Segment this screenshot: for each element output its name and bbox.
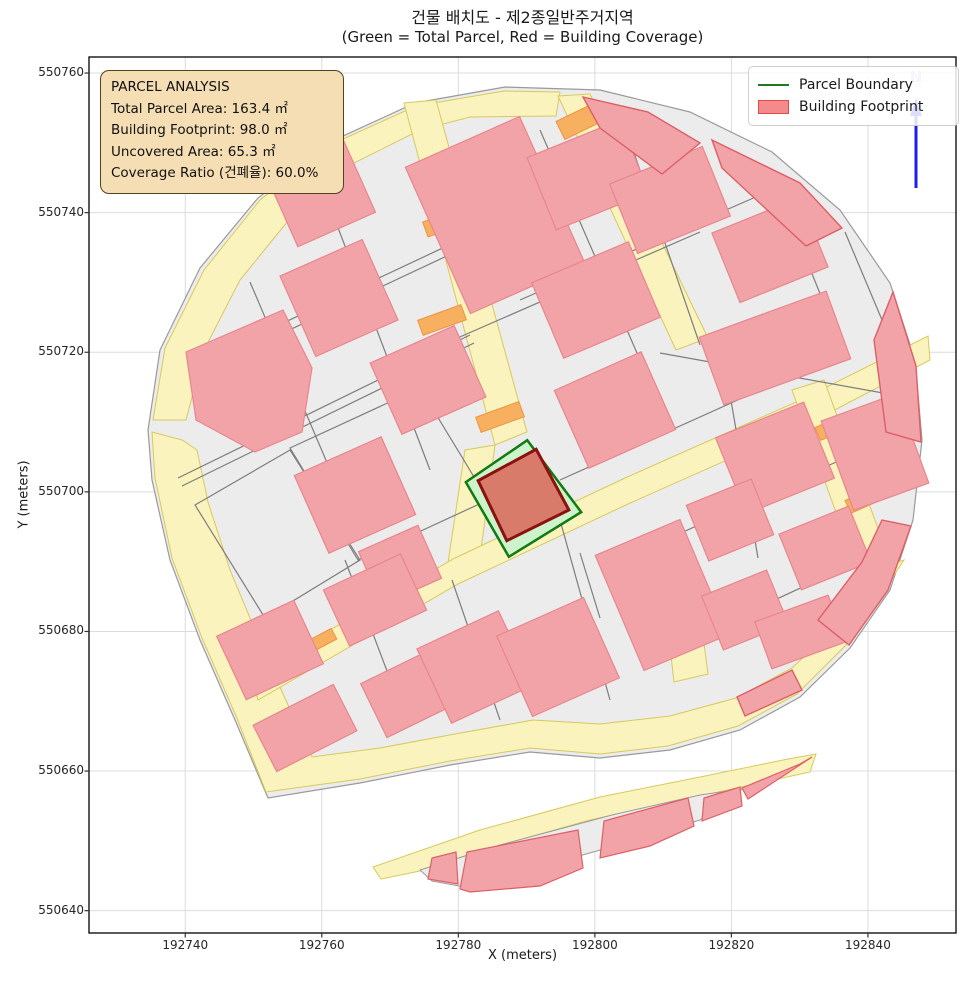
- building: [553, 351, 677, 469]
- y-tick-label: 550740: [38, 204, 84, 219]
- y-tick-label: 550660: [38, 763, 84, 778]
- legend-item-building-footprint: Building Footprint: [758, 96, 948, 118]
- building-edge-wedge: [736, 669, 803, 717]
- building: [701, 786, 743, 822]
- building: [685, 478, 775, 562]
- y-tick-label: 550760: [38, 65, 84, 80]
- annotation-title: PARCEL ANALYSIS: [111, 79, 230, 95]
- building-footprint-patch-swatch: [758, 100, 789, 114]
- annotation-line-coverage: Coverage Ratio (건폐율): 60.0%: [111, 165, 319, 181]
- y-tick-label: 550640: [38, 902, 84, 917]
- legend: Parcel Boundary Building Footprint: [748, 66, 959, 126]
- x-tick-label: 192760: [298, 938, 345, 952]
- highlighted-building-footprint: [476, 447, 571, 543]
- plot-frame: [88, 56, 957, 934]
- building: [599, 797, 695, 859]
- building: [322, 553, 428, 647]
- building-edge-wedge: [710, 138, 844, 247]
- building: [279, 238, 399, 358]
- building: [252, 683, 358, 773]
- y-tick-label: 550720: [38, 344, 84, 359]
- building: [215, 599, 325, 701]
- annotation-line-total-area: Total Parcel Area: 163.4 ㎡: [111, 100, 288, 117]
- building: [459, 829, 584, 893]
- parcel-analysis-annotation: PARCEL ANALYSIS Total Parcel Area: 163.4…: [100, 70, 344, 194]
- x-tick-label: 192800: [571, 938, 618, 952]
- y-tick-label: 550680: [38, 623, 84, 638]
- legend-label: Parcel Boundary: [799, 77, 913, 93]
- building: [495, 596, 621, 718]
- figure-subtitle: (Green = Total Parcel, Red = Building Co…: [341, 28, 704, 46]
- parcel-line: [579, 552, 601, 619]
- figure-title: 건물 배치도 - 제2종일반주거지역: [411, 8, 634, 27]
- annotation-line-footprint: Building Footprint: 98.0 ㎡: [111, 122, 288, 138]
- building: [293, 436, 417, 554]
- x-tick-label: 192820: [708, 938, 755, 952]
- y-tick-label: 550700: [38, 483, 84, 498]
- building: [530, 240, 662, 360]
- building-edge-wedge: [817, 519, 912, 647]
- x-tick-label: 192840: [845, 938, 891, 952]
- building: [185, 309, 313, 453]
- road-accent: [475, 400, 525, 434]
- road-accent: [417, 303, 467, 337]
- parcel-boundary-line-swatch: [758, 84, 789, 86]
- building: [698, 290, 852, 406]
- empty-parcel: [194, 449, 361, 619]
- building-edge-wedge: [581, 95, 702, 175]
- legend-label: Building Footprint: [799, 99, 924, 115]
- building-edge-wedge: [873, 289, 922, 443]
- building: [427, 851, 459, 885]
- building: [369, 324, 487, 436]
- annotation-line-uncovered: Uncovered Area: 65.3 ㎡: [111, 143, 276, 160]
- x-tick-label: 192740: [162, 938, 209, 952]
- x-tick-label: 192780: [435, 938, 482, 952]
- building: [741, 756, 813, 800]
- crescent-road: [372, 753, 817, 880]
- x-axis-label: X (meters): [487, 948, 558, 963]
- legend-item-parcel-boundary: Parcel Boundary: [758, 74, 948, 96]
